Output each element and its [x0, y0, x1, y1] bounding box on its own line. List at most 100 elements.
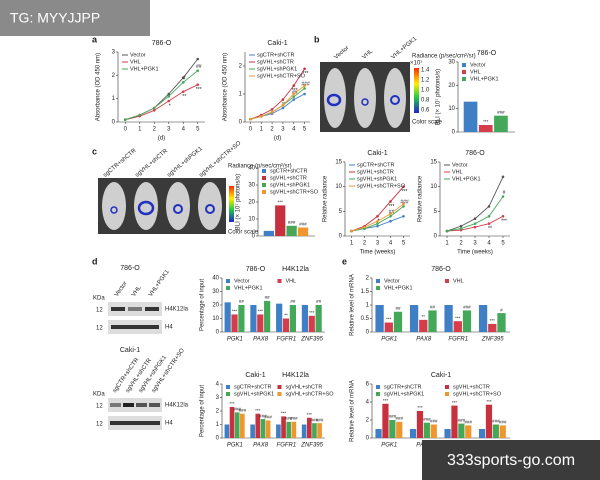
y-tick-label: 0.5: [361, 316, 370, 322]
bar: [444, 305, 453, 332]
point: [303, 87, 306, 90]
point: [402, 185, 405, 188]
significance: ***: [490, 318, 496, 323]
y-axis-label: BLI (× 10⁷ photons/s): [435, 69, 442, 125]
bar: [315, 305, 322, 332]
blot-title: 786-O: [120, 265, 140, 272]
significance: **: [182, 94, 186, 100]
bar: [289, 305, 296, 332]
signal: [110, 206, 118, 214]
legend-label: sgCTR+shCTR: [257, 52, 294, 58]
band-label: H4K12la: [165, 307, 189, 313]
chart: Caki-1 Relative radiance Time (weeks) 0 5 10 1…: [323, 150, 410, 256]
y-tick-label: 0: [366, 330, 370, 336]
point: [363, 225, 366, 229]
x-tick-label: PGK1: [381, 337, 397, 343]
y-axis-label: Relative level of mRNA: [350, 380, 356, 442]
significance: ###: [499, 420, 507, 425]
point: [152, 106, 156, 110]
significance: ###: [259, 413, 267, 418]
bar: [423, 422, 430, 438]
point: [389, 219, 392, 223]
legend-label: sgVHL+shCTR: [270, 175, 307, 181]
bar: [485, 404, 493, 438]
y-tick-label: 40: [212, 276, 219, 282]
bar: [478, 429, 486, 438]
significance: ###: [299, 222, 307, 227]
point: [259, 115, 263, 118]
legend-label: sgVHL+shCTR+SO: [286, 391, 335, 397]
significance: ###: [423, 417, 431, 422]
legend-label: sgVHL+shCTR+SO: [453, 391, 502, 397]
significance: ##: [430, 305, 436, 310]
line: [250, 68, 305, 120]
significance: #: [500, 307, 503, 312]
significance: ###: [285, 416, 293, 421]
significance: ***: [258, 309, 264, 314]
point: [389, 200, 392, 203]
marker: 12: [96, 308, 103, 314]
bar: [224, 302, 231, 332]
point: [459, 224, 463, 228]
bar: [238, 305, 245, 332]
significance: ###: [239, 408, 247, 413]
bar: [389, 420, 396, 438]
x-tick-label: 3: [376, 241, 380, 247]
colorbar-tick: 1.2: [421, 78, 430, 84]
y-tick-label: 30: [212, 289, 219, 295]
legend-label: sgVHL+shCTR: [453, 384, 490, 390]
point: [445, 229, 449, 233]
bar: [275, 205, 286, 236]
point: [167, 92, 171, 96]
signal: [137, 200, 155, 216]
significance: ###: [264, 415, 272, 420]
mouse: [354, 68, 376, 128]
point: [501, 195, 505, 198]
colorbar-caption: Color scale: [412, 120, 443, 126]
bar: [478, 125, 493, 132]
bar: [240, 413, 245, 438]
significance: ***: [486, 399, 492, 404]
y-tick-label: 15: [335, 160, 342, 166]
legend-label: Vector: [130, 52, 146, 58]
significance: **: [284, 313, 288, 318]
significance: ###: [233, 407, 241, 412]
y-tick-label: 0: [252, 234, 256, 240]
bar: [229, 406, 235, 438]
point: [350, 229, 353, 233]
legend-swatch: [226, 385, 230, 389]
legend-swatch: [462, 70, 466, 74]
y-tick-label: 40: [248, 166, 255, 172]
point: [459, 227, 463, 230]
bar: [497, 313, 506, 332]
y-tick-label: 10: [430, 184, 437, 190]
x-tick-label: 0: [124, 127, 128, 133]
y-tick-label: 6: [366, 382, 370, 388]
bar: [463, 101, 478, 132]
lane-label: VHL: [131, 285, 143, 299]
band: [110, 403, 121, 407]
point: [152, 109, 156, 112]
bar: [444, 429, 451, 438]
point: [181, 90, 185, 93]
x-tick-label: FGFR1: [277, 443, 297, 449]
chart: 786-O Relative level of mRNA 0 0.5 1 1.5 2 PGK1…: [350, 266, 510, 343]
significance: ***: [309, 310, 315, 315]
point: [501, 214, 505, 218]
y-tick-label: 2: [112, 73, 116, 79]
significance: ###: [301, 82, 310, 88]
bar: [419, 319, 428, 332]
bar: [265, 420, 271, 438]
legend-label: sgVHL+shCTR: [357, 169, 394, 175]
bar: [224, 424, 230, 438]
x-tick-label: 2: [459, 241, 463, 247]
significance: ###: [497, 110, 505, 115]
colorbar-tick: 0.8: [421, 98, 430, 104]
significance: ***: [402, 189, 408, 195]
significance: **: [422, 314, 426, 319]
chart-title: 786-O: [152, 40, 172, 47]
legend-label: VHL+PGK1: [234, 285, 263, 291]
legend-label: VHL+PGK1: [470, 76, 499, 82]
